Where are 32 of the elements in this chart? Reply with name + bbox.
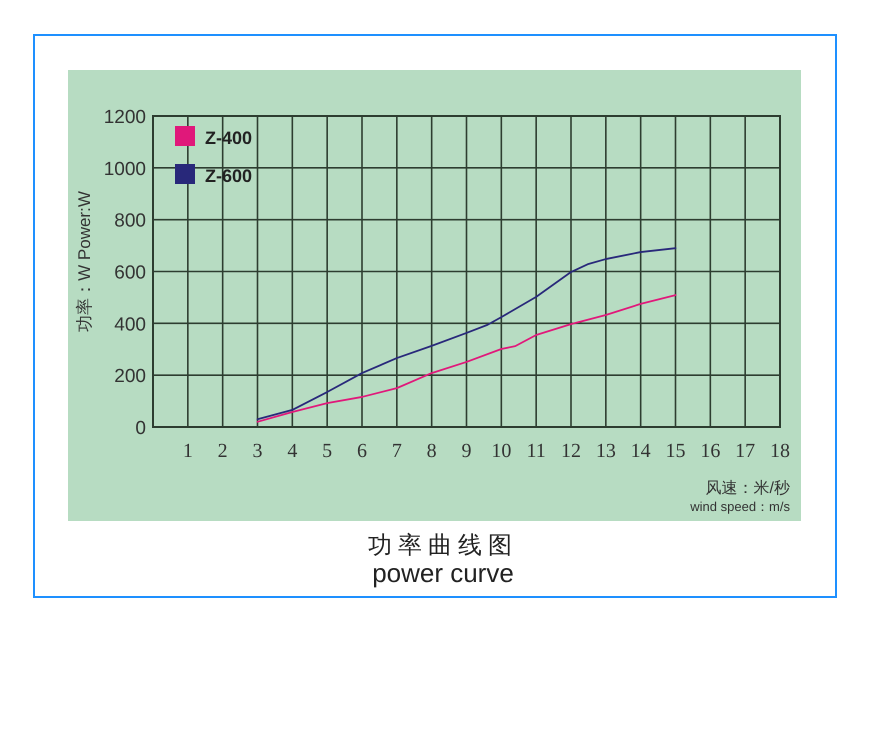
text: 功率曲线图 (368, 532, 518, 559)
y-tick-label: 400 (114, 314, 146, 336)
text: power curve (372, 558, 514, 588)
x-tick-label: 11 (526, 440, 546, 462)
x-tick-label: 17 (735, 440, 756, 462)
x-tick-label: 1 (182, 440, 193, 462)
x-tick-label: 14 (630, 440, 651, 462)
x-tick-label: 6 (357, 440, 367, 462)
x-tick-label: 15 (666, 440, 686, 462)
x-tick-label: 4 (287, 440, 298, 462)
text: wind speed：m/s (689, 499, 790, 514)
x-tick-label: 3 (252, 440, 262, 462)
y-tick-label: 0 (135, 418, 146, 439)
y-tick-label: 1000 (104, 158, 146, 180)
y-tick-label: 1200 (104, 107, 146, 128)
y-tick-label: 200 (114, 366, 146, 388)
y-tick-label: 800 (114, 210, 146, 232)
x-tick-label: 2 (218, 440, 228, 462)
line-series (256, 294, 676, 423)
x-tick-label: 7 (392, 440, 402, 462)
x-tick-label: 18 (770, 440, 790, 462)
y-axis-title: 功率：W Power:W (75, 191, 94, 332)
x-tick-label: 9 (462, 440, 472, 462)
line-series (256, 247, 676, 420)
x-tick-label: 10 (491, 440, 512, 462)
x-tick-label: 5 (322, 440, 332, 462)
x-tick-label: 12 (561, 440, 581, 462)
y-tick-label: 600 (114, 262, 146, 284)
x-tick-label: 16 (700, 440, 720, 462)
x-tick-label: 13 (596, 440, 616, 462)
x-tick-label: 8 (426, 440, 437, 462)
x-axis-title: 风速：米/秒 (706, 479, 790, 497)
